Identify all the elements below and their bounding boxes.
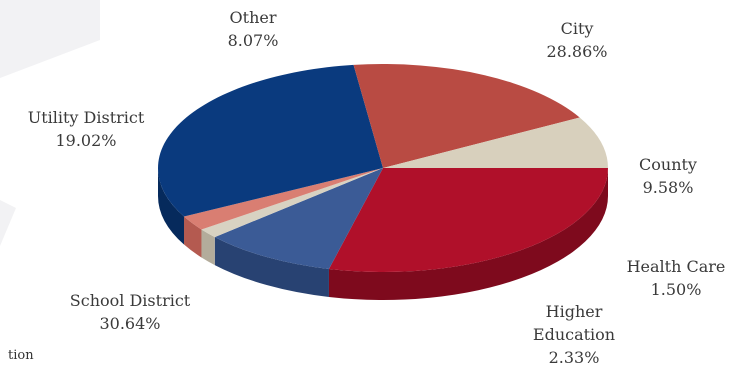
slice-side-city: [328, 168, 608, 301]
label-name-other: Other: [230, 8, 277, 27]
label-value-higher-education: 2.33%: [549, 348, 600, 367]
label-name-utility-district: Utility District: [28, 108, 145, 127]
label-utility-district: Utility District 19.02%: [28, 108, 145, 150]
label-value-city: 28.86%: [546, 42, 607, 61]
label-city: City 28.86%: [546, 19, 607, 61]
label-school-district: School District 30.64%: [70, 291, 191, 333]
slice-side-higher-education: [184, 216, 202, 258]
label-higher-education: Higher Education 2.33%: [533, 302, 615, 367]
slice-utility-district: [353, 64, 580, 168]
label-value-other: 8.07%: [228, 31, 279, 50]
slice-school-district: [158, 64, 383, 217]
slice-county: [214, 168, 383, 269]
background-decoration: [0, 0, 100, 78]
slice-other: [383, 117, 608, 168]
label-value-utility-district: 19.02%: [55, 131, 116, 150]
pie-labels: City 28.86% County 9.58% Health Care 1.50% Hig…: [28, 8, 726, 367]
label-value-school-district: 30.64%: [99, 314, 160, 333]
background-decoration-lower: [0, 200, 16, 246]
slice-health-care: [201, 168, 383, 238]
slice-side-school-district: [158, 168, 185, 245]
slice-higher-education: [184, 168, 383, 230]
label-name-higher-education: Education: [533, 325, 615, 344]
label-value-health-care: 1.50%: [651, 280, 702, 299]
slice-side-health-care: [201, 229, 215, 266]
label-name-city: City: [561, 19, 594, 38]
pie-tops: [158, 64, 608, 273]
label-health-care: Health Care 1.50%: [627, 257, 726, 299]
label-name-health-care: Health Care: [627, 257, 726, 276]
slice-side-county: [214, 237, 329, 297]
label-county: County 9.58%: [639, 155, 697, 197]
pie-sides: [158, 168, 608, 301]
slice-city: [328, 168, 608, 273]
label-other: Other 8.07%: [228, 8, 279, 50]
label-name-higher-education: Higher: [546, 302, 603, 321]
label-value-county: 9.58%: [643, 178, 694, 197]
label-name-county: County: [639, 155, 697, 174]
label-name-school-district: School District: [70, 291, 191, 310]
partial-caption-text: tion: [8, 348, 34, 363]
